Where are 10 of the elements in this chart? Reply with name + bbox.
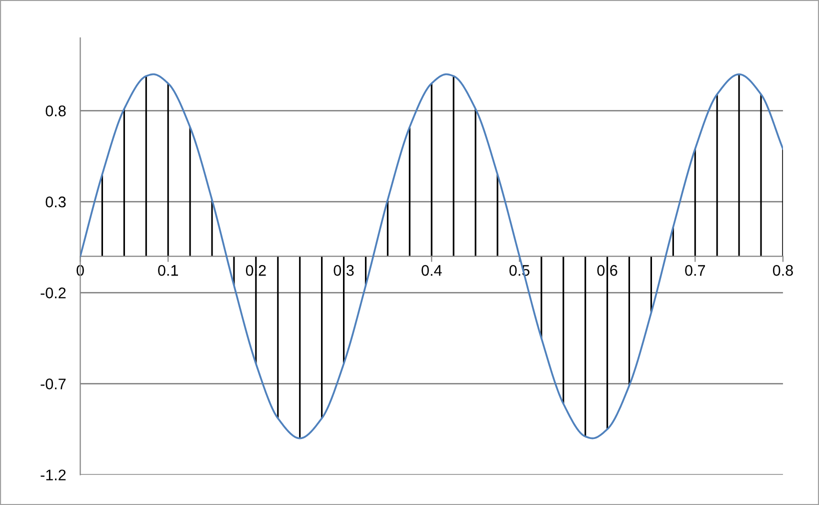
y-tick-label: -1.2 <box>40 470 66 480</box>
x-tick-label: 0.4 <box>422 265 442 276</box>
x-tick-label: 0.7 <box>685 265 705 276</box>
x-tick-label: 0.8 <box>772 265 793 276</box>
y-tick-label: 0.3 <box>46 196 66 208</box>
y-tick-label: 0.8 <box>46 106 66 116</box>
y-tick-label: -0.2 <box>40 288 66 298</box>
x-tick-label: 0 <box>76 265 84 276</box>
y-tick-label: -0.7 <box>40 378 66 390</box>
x-tick-label: 0.1 <box>158 265 178 276</box>
